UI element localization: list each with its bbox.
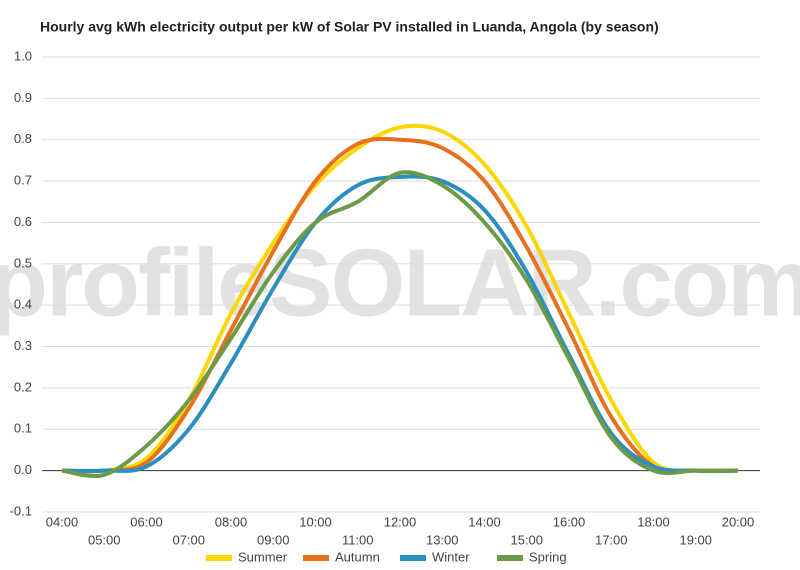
legend-label: Winter xyxy=(432,549,470,564)
x-tick-label: 14:00 xyxy=(468,514,501,529)
y-tick-label: 1.0 xyxy=(14,48,32,63)
legend-label: Spring xyxy=(529,549,567,564)
y-tick-label: 0.1 xyxy=(14,421,32,436)
legend-label: Autumn xyxy=(335,549,380,564)
x-tick-label: 05:00 xyxy=(88,532,121,547)
legend-label: Summer xyxy=(238,549,288,564)
series-line xyxy=(61,136,739,474)
y-tick-label: 0.5 xyxy=(14,255,32,270)
y-tick-label: 0.6 xyxy=(14,214,32,229)
watermark: profileSOLAR.com xyxy=(0,229,800,336)
series-line xyxy=(61,170,738,478)
legend-swatch xyxy=(206,555,232,561)
y-tick-label: 0.8 xyxy=(14,131,32,146)
x-tick-label: 18:00 xyxy=(637,514,670,529)
x-tick-label: 15:00 xyxy=(510,532,543,547)
x-tick-label: 12:00 xyxy=(384,514,417,529)
y-tick-label: 0.2 xyxy=(14,379,32,394)
x-tick-label: 13:00 xyxy=(426,532,459,547)
x-tick-label: 06:00 xyxy=(130,514,163,529)
legend-swatch xyxy=(303,555,329,561)
x-tick-label: 08:00 xyxy=(215,514,248,529)
y-tick-label: 0.7 xyxy=(14,173,32,188)
x-tick-label: 16:00 xyxy=(553,514,586,529)
y-tick-label: 0.3 xyxy=(14,338,32,353)
y-tick-label: 0.4 xyxy=(14,297,32,312)
x-tick-label: 09:00 xyxy=(257,532,290,547)
x-tick-label: 11:00 xyxy=(342,532,374,547)
x-tick-label: 07:00 xyxy=(172,532,205,547)
x-tick-label: 19:00 xyxy=(679,532,712,547)
x-tick-label: 04:00 xyxy=(46,514,79,529)
legend-swatch xyxy=(497,555,523,561)
x-tick-label: 20:00 xyxy=(722,514,755,529)
x-tick-label: 10:00 xyxy=(299,514,332,529)
x-tick-label: 17:00 xyxy=(595,532,628,547)
y-tick-label: 0.9 xyxy=(14,90,32,105)
y-tick-label: 0.0 xyxy=(14,462,32,477)
legend-swatch xyxy=(400,555,426,561)
y-tick-label: -0.1 xyxy=(10,503,32,518)
chart-title: Hourly avg kWh electricity output per kW… xyxy=(40,19,659,35)
series-line xyxy=(61,174,739,473)
